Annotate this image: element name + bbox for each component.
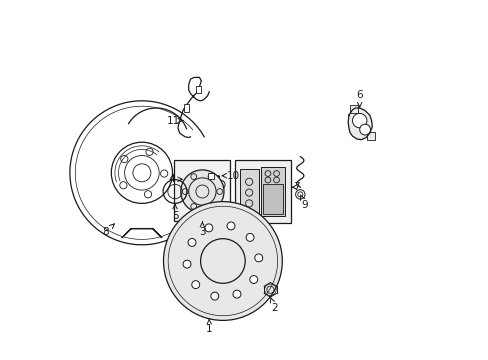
Text: 10: 10 xyxy=(222,171,239,181)
Text: 2: 2 xyxy=(270,297,278,313)
Circle shape xyxy=(352,113,366,128)
Circle shape xyxy=(210,292,218,300)
Polygon shape xyxy=(347,108,371,140)
Text: 7: 7 xyxy=(292,182,300,192)
Circle shape xyxy=(181,170,224,213)
Bar xyxy=(235,160,291,223)
Circle shape xyxy=(245,233,253,241)
Circle shape xyxy=(163,202,282,320)
Text: 6: 6 xyxy=(356,90,362,107)
Bar xyxy=(261,167,284,216)
Circle shape xyxy=(254,254,262,262)
Text: 3: 3 xyxy=(199,222,205,237)
Circle shape xyxy=(191,281,199,289)
Text: 1: 1 xyxy=(205,319,212,334)
Circle shape xyxy=(359,124,370,135)
Bar xyxy=(196,86,201,93)
Bar xyxy=(366,132,374,140)
Circle shape xyxy=(232,290,241,298)
Circle shape xyxy=(183,260,191,268)
Circle shape xyxy=(226,222,234,230)
Bar xyxy=(263,184,283,214)
Text: 4: 4 xyxy=(168,174,182,184)
Bar xyxy=(208,173,213,179)
Circle shape xyxy=(204,224,212,232)
Circle shape xyxy=(188,238,196,246)
Ellipse shape xyxy=(215,252,230,270)
Text: 5: 5 xyxy=(171,204,178,221)
Text: 9: 9 xyxy=(300,195,307,210)
Circle shape xyxy=(295,190,305,199)
Circle shape xyxy=(249,276,257,284)
Bar xyxy=(174,160,230,221)
Text: 11: 11 xyxy=(166,116,183,126)
Text: 8: 8 xyxy=(102,224,114,237)
Bar xyxy=(183,104,188,112)
Bar xyxy=(349,105,357,113)
Bar xyxy=(239,169,258,214)
